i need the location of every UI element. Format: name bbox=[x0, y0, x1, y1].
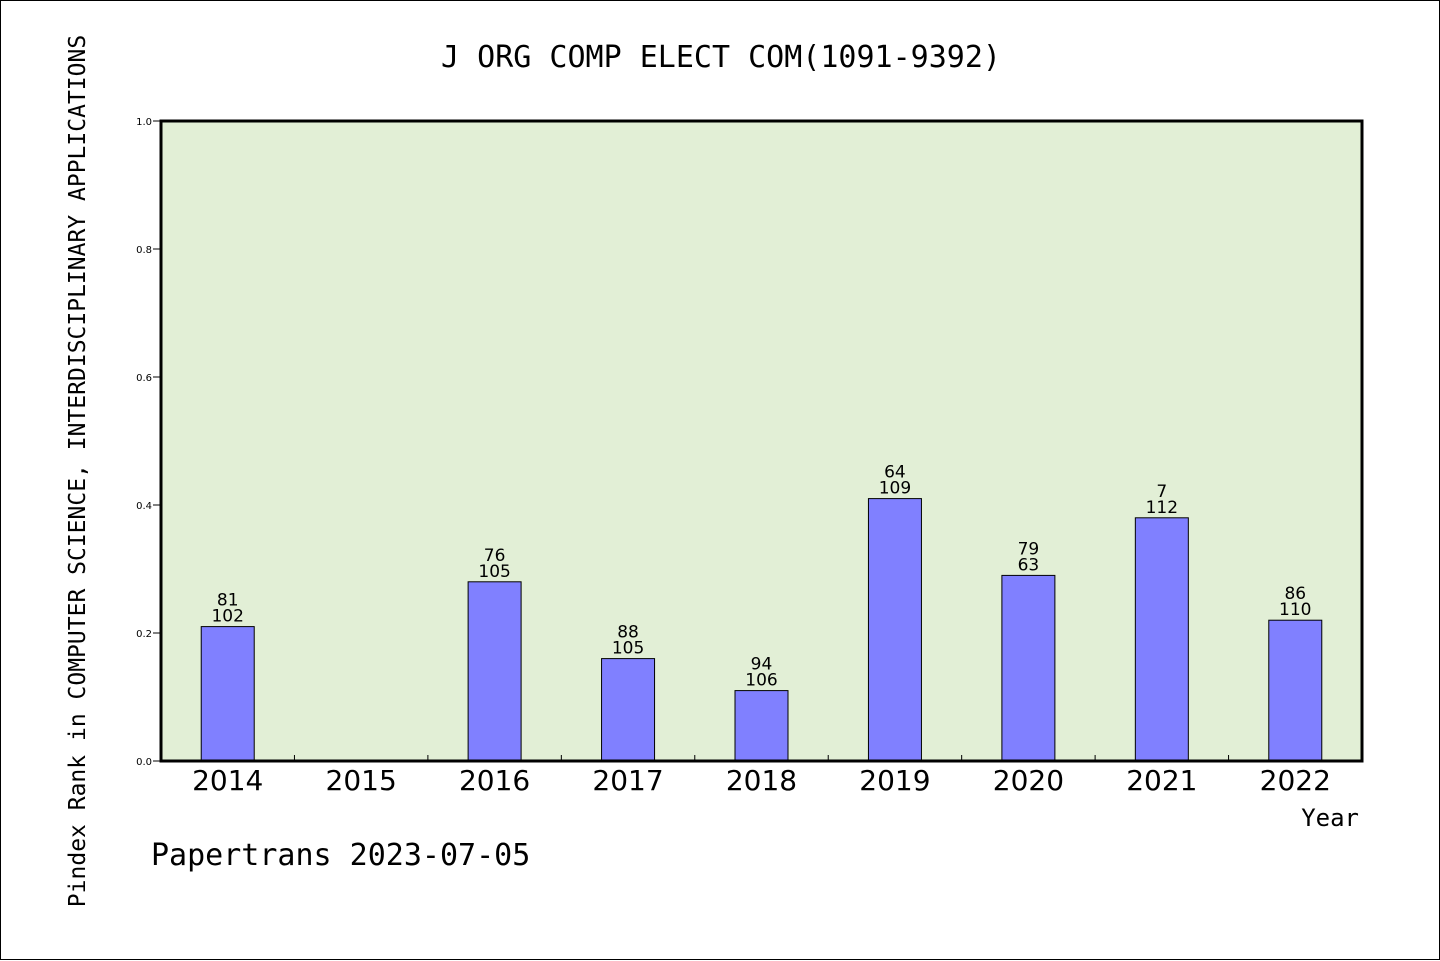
plot-border bbox=[159, 119, 1364, 763]
bar-label-top: 76 bbox=[484, 546, 506, 566]
bar-2020 bbox=[1001, 574, 1056, 762]
footer-credit: Papertrans 2023-07-05 bbox=[151, 838, 530, 873]
y-axis-label: Pindex Rank in COMPUTER SCIENCE, INTERDI… bbox=[65, 35, 91, 907]
bar-label-bottom: 109 bbox=[879, 479, 911, 499]
y-tick-label: 0.4 bbox=[136, 501, 152, 512]
x-tick-label: 2019 bbox=[859, 764, 930, 797]
y-tick-label: 0.6 bbox=[136, 373, 152, 384]
bar-label-bottom: 110 bbox=[1279, 600, 1311, 620]
x-tick-label: 2022 bbox=[1260, 764, 1331, 797]
x-axis-ticks: 2014 2015 2016 2017 2018 2019 2020 2021 2022 bbox=[192, 755, 1331, 797]
bar-label-top: 79 bbox=[1018, 539, 1040, 559]
y-tick-label: 0.2 bbox=[136, 629, 152, 640]
bar-label-bottom: 105 bbox=[478, 562, 510, 582]
bar-label-top: 86 bbox=[1284, 584, 1306, 604]
bar-label-top: 94 bbox=[751, 655, 773, 675]
bar-label-top: 81 bbox=[217, 591, 239, 611]
y-axis-ticks: 0.0 0.2 0.4 0.6 0.8 1.0 bbox=[136, 117, 161, 768]
x-tick-label: 2016 bbox=[459, 764, 530, 797]
bar-label-top: 7 bbox=[1156, 482, 1167, 502]
y-tick-label: 1.0 bbox=[136, 117, 152, 128]
bar-2018 bbox=[734, 690, 789, 762]
x-tick-label: 2020 bbox=[993, 764, 1064, 797]
x-tick-label: 2018 bbox=[726, 764, 797, 797]
chart-title: J ORG COMP ELECT COM(1091-9392) bbox=[441, 40, 1001, 75]
bar-label-top: 64 bbox=[884, 463, 906, 483]
bar-label-bottom: 102 bbox=[211, 607, 243, 627]
bar-label-top: 88 bbox=[617, 623, 639, 643]
y-tick-label: 0.0 bbox=[136, 757, 152, 768]
bar-2019 bbox=[867, 498, 922, 762]
x-tick-label: 2017 bbox=[592, 764, 663, 797]
x-tick-label: 2015 bbox=[326, 764, 397, 797]
x-tick-label: 2014 bbox=[192, 764, 263, 797]
bar-2021 bbox=[1134, 517, 1189, 762]
bar-label-bottom: 112 bbox=[1146, 498, 1178, 518]
y-tick-label: 0.8 bbox=[136, 245, 152, 256]
bar-label-bottom: 106 bbox=[745, 671, 777, 691]
x-axis-label: Year bbox=[1301, 804, 1359, 832]
bar-2022 bbox=[1268, 619, 1323, 762]
bar-2017 bbox=[601, 658, 656, 762]
bar-label-bottom: 105 bbox=[612, 639, 644, 659]
x-tick-label: 2021 bbox=[1126, 764, 1197, 797]
bars-group bbox=[200, 498, 1323, 762]
bar-2014 bbox=[200, 626, 255, 762]
bar-2016 bbox=[467, 581, 522, 762]
bar-label-bottom: 63 bbox=[1018, 555, 1040, 575]
